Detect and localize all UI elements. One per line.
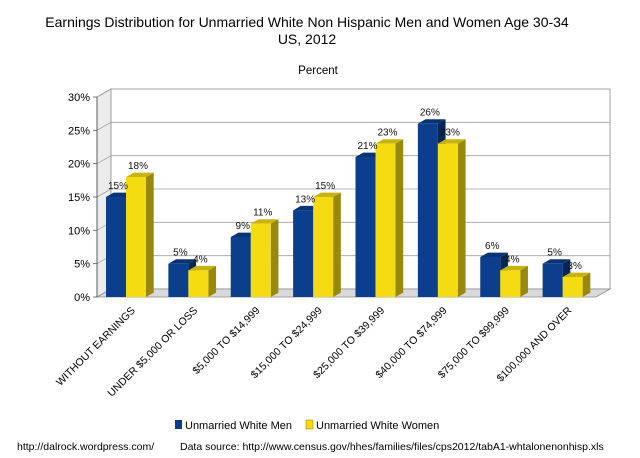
y-tick-label: 10% xyxy=(68,225,90,237)
bar-top xyxy=(500,265,528,271)
data-label: 18% xyxy=(128,161,148,172)
x-category-label: $5,000 TO $14,999 xyxy=(190,305,262,377)
bar-top xyxy=(375,139,404,144)
bar-top xyxy=(250,219,279,224)
bar-front xyxy=(168,263,189,297)
y-tick-label: 15% xyxy=(68,192,90,204)
bar-front xyxy=(250,223,271,297)
bar-front xyxy=(562,277,583,297)
bar-front xyxy=(480,257,501,297)
chart-subtitle: Percent xyxy=(298,65,338,77)
bar xyxy=(375,139,404,297)
bar-front xyxy=(230,237,251,297)
bar-front xyxy=(126,177,146,297)
data-label: 4% xyxy=(193,254,208,265)
y-tick-label: 25% xyxy=(68,125,90,137)
gridline-side xyxy=(96,121,112,131)
bar-top xyxy=(480,252,508,257)
footer-source-left: http://dalrock.wordpress.com/ xyxy=(17,441,154,453)
y-tick-label: 0% xyxy=(74,292,90,304)
data-label: 23% xyxy=(440,128,460,139)
gridline-side xyxy=(96,88,112,98)
chart-title: Earnings Distribution for Unmarried Whit… xyxy=(45,14,569,30)
bar-side xyxy=(395,139,404,297)
bar-front xyxy=(293,210,314,297)
legend-swatch-men xyxy=(175,420,182,429)
bar-side xyxy=(270,219,279,297)
legend-label-women: Unmarried White Women xyxy=(316,420,439,432)
bar-top xyxy=(313,192,341,197)
bar xyxy=(188,265,217,297)
bar-front xyxy=(417,123,438,298)
bar-side xyxy=(582,272,591,297)
data-label: 11% xyxy=(253,208,272,219)
y-axis-ticks: 0% 5% 10% 15% 20% 25% 30% xyxy=(68,92,90,304)
gridline-side xyxy=(96,188,112,198)
bar-top xyxy=(417,119,446,124)
footer-source-right: Data source: http://www.census.gov/hhes/… xyxy=(180,441,604,453)
bar-front xyxy=(313,197,334,297)
bar-front xyxy=(375,143,396,297)
data-label: 15% xyxy=(108,181,128,192)
bar-front xyxy=(188,270,209,297)
bar xyxy=(313,192,341,297)
chart-title-line2: US, 2012 xyxy=(278,31,337,47)
y-tick-label: 30% xyxy=(68,92,90,104)
data-label: 9% xyxy=(236,221,251,232)
data-label: 21% xyxy=(357,141,377,152)
bar xyxy=(126,172,154,297)
bar-side xyxy=(457,139,466,297)
bars xyxy=(106,119,591,298)
bar-top xyxy=(188,265,217,271)
legend: Unmarried White Men Unmarried White Wome… xyxy=(175,419,439,432)
data-label: 15% xyxy=(315,181,335,192)
data-label: 13% xyxy=(295,194,315,205)
bar xyxy=(562,272,591,297)
y-tick-label: 20% xyxy=(68,159,90,171)
bar-side xyxy=(520,265,528,297)
data-label: 3% xyxy=(567,261,582,272)
gridline-side xyxy=(96,155,112,165)
bar-front xyxy=(437,143,458,297)
bar xyxy=(250,219,279,297)
legend-label-men: Unmarried White Men xyxy=(185,420,292,432)
bar-front xyxy=(355,157,376,297)
data-label: 6% xyxy=(485,241,500,252)
legend-swatch-women xyxy=(305,419,314,430)
bar-front xyxy=(500,270,521,297)
bar-front xyxy=(106,197,126,297)
data-labels: 15%18%5%4%9%11%13%15%21%23%26%23%6%4%5%3… xyxy=(108,108,582,272)
bar-top xyxy=(437,139,466,144)
bar-top xyxy=(562,272,591,277)
bar-top xyxy=(168,259,197,264)
data-label: 4% xyxy=(505,254,520,265)
data-label: 5% xyxy=(173,248,188,259)
y-tick-label: 5% xyxy=(74,259,90,271)
data-label: 5% xyxy=(547,248,562,259)
bar-top xyxy=(542,259,571,264)
data-label: 23% xyxy=(377,128,397,139)
bar xyxy=(500,265,528,297)
bar-side xyxy=(333,192,341,297)
bar-side xyxy=(146,172,154,297)
bar xyxy=(437,139,466,297)
data-label: 26% xyxy=(420,108,440,119)
bar-front xyxy=(542,263,563,297)
bar-top xyxy=(126,172,154,177)
bar-side xyxy=(208,265,217,297)
